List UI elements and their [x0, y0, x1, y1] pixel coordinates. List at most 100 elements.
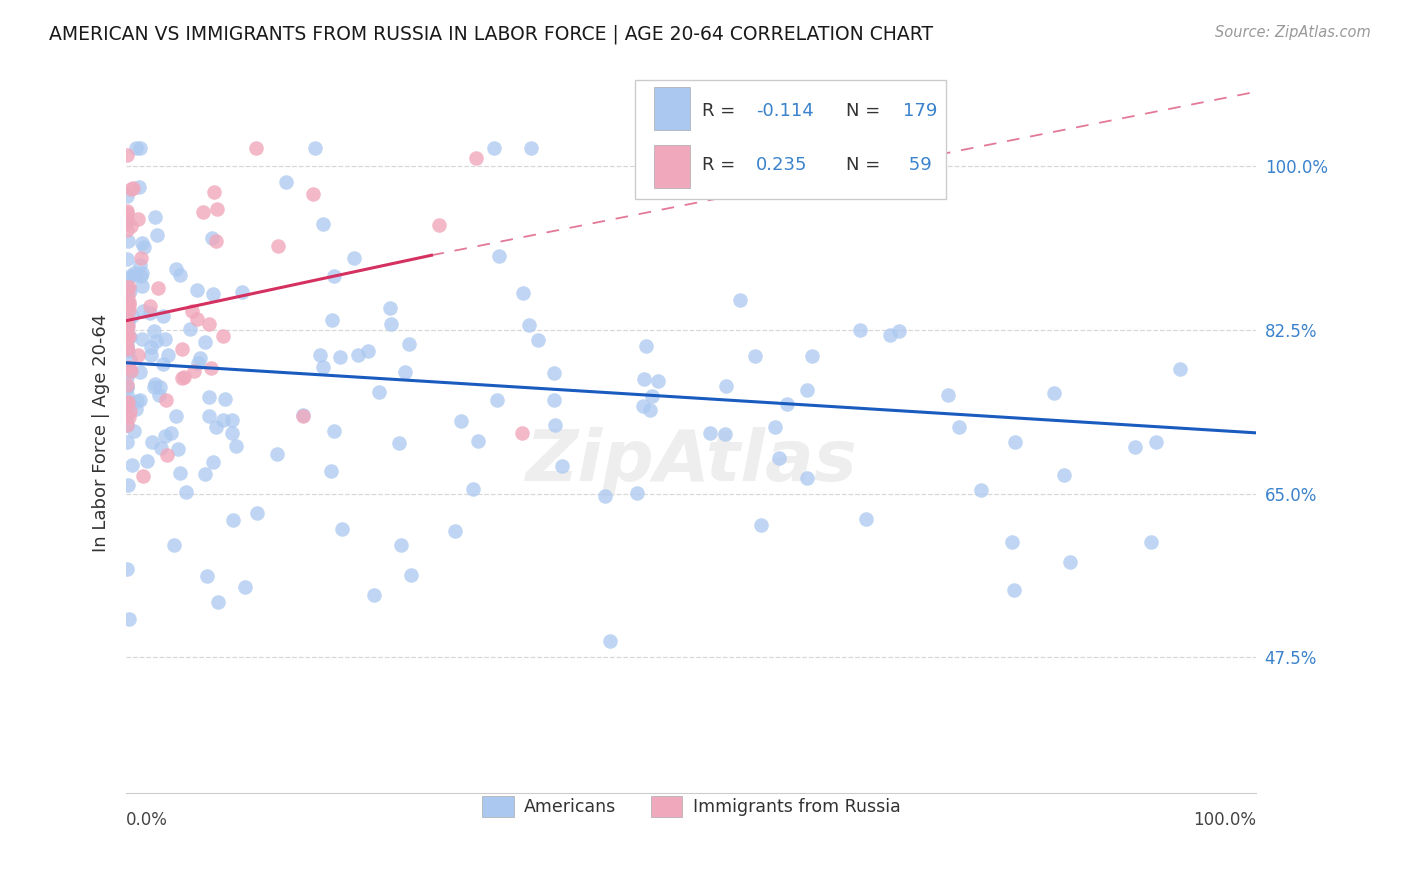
Point [117, 340, 139, 354]
Point [131, 279, 153, 293]
Point [143, 324, 166, 338]
Point [776, 397, 799, 411]
Point [125, 401, 148, 416]
Point [117, 434, 139, 449]
Point [125, 141, 148, 155]
Point [465, 151, 488, 165]
Point [155, 332, 177, 346]
Point [118, 409, 141, 424]
Point [631, 399, 654, 413]
Point [153, 429, 176, 443]
Point [347, 348, 370, 362]
Point [322, 424, 344, 438]
Point [201, 455, 224, 469]
Point [127, 348, 149, 362]
Point [163, 538, 186, 552]
Text: N =: N = [846, 156, 880, 174]
Point [1144, 435, 1167, 450]
Point [117, 396, 139, 410]
Point [194, 334, 217, 349]
Point [117, 409, 139, 423]
Point [118, 360, 141, 375]
Point [117, 318, 139, 333]
Point [304, 141, 326, 155]
Point [633, 372, 655, 386]
Point [117, 399, 139, 413]
Point [246, 507, 269, 521]
Point [266, 447, 288, 461]
Point [1043, 386, 1066, 401]
Point [879, 327, 901, 342]
Point [174, 484, 197, 499]
Point [117, 329, 139, 343]
Point [714, 379, 737, 393]
Point [207, 202, 229, 216]
Point [131, 267, 153, 281]
Point [200, 361, 222, 376]
Point [848, 323, 870, 337]
Point [394, 365, 416, 379]
Point [267, 239, 290, 253]
Point [1001, 534, 1024, 549]
Point [634, 339, 657, 353]
Point [129, 141, 152, 155]
Point [186, 283, 208, 297]
Point [117, 338, 139, 352]
Point [212, 329, 235, 343]
Point [118, 364, 141, 378]
Point [970, 483, 993, 498]
Point [517, 318, 540, 332]
Point [225, 439, 247, 453]
Point [467, 434, 489, 448]
Point [1140, 535, 1163, 549]
Point [118, 284, 141, 298]
Point [274, 175, 297, 189]
Point [146, 228, 169, 243]
Point [117, 478, 139, 492]
Point [117, 148, 139, 162]
Point [117, 418, 139, 433]
Point [117, 418, 139, 433]
Point [855, 512, 877, 526]
Point [222, 513, 245, 527]
FancyBboxPatch shape [654, 87, 690, 130]
Point [641, 389, 664, 403]
Point [191, 205, 214, 219]
Point [936, 387, 959, 401]
Point [131, 332, 153, 346]
Point [211, 413, 233, 427]
Point [399, 567, 422, 582]
Point [450, 414, 472, 428]
Point [233, 581, 256, 595]
Point [139, 340, 162, 354]
Point [368, 385, 391, 400]
Point [378, 301, 401, 315]
Point [117, 399, 139, 413]
Point [134, 240, 156, 254]
Text: R =: R = [702, 156, 735, 174]
Point [157, 348, 180, 362]
Point [749, 518, 772, 533]
Point [139, 306, 162, 320]
Point [194, 467, 217, 482]
Point [543, 367, 565, 381]
Point [887, 324, 910, 338]
Point [117, 283, 139, 297]
Point [482, 141, 505, 155]
Point [312, 360, 335, 375]
Point [120, 268, 142, 283]
Point [170, 371, 193, 385]
Point [543, 393, 565, 408]
Point [117, 562, 139, 576]
Point [647, 374, 669, 388]
Point [122, 424, 145, 438]
Point [768, 451, 790, 466]
Point [221, 413, 243, 427]
Point [150, 441, 173, 455]
Point [380, 317, 402, 331]
Point [427, 219, 450, 233]
Point [1002, 583, 1025, 598]
Point [117, 332, 139, 346]
Point [155, 392, 177, 407]
Point [117, 388, 139, 402]
